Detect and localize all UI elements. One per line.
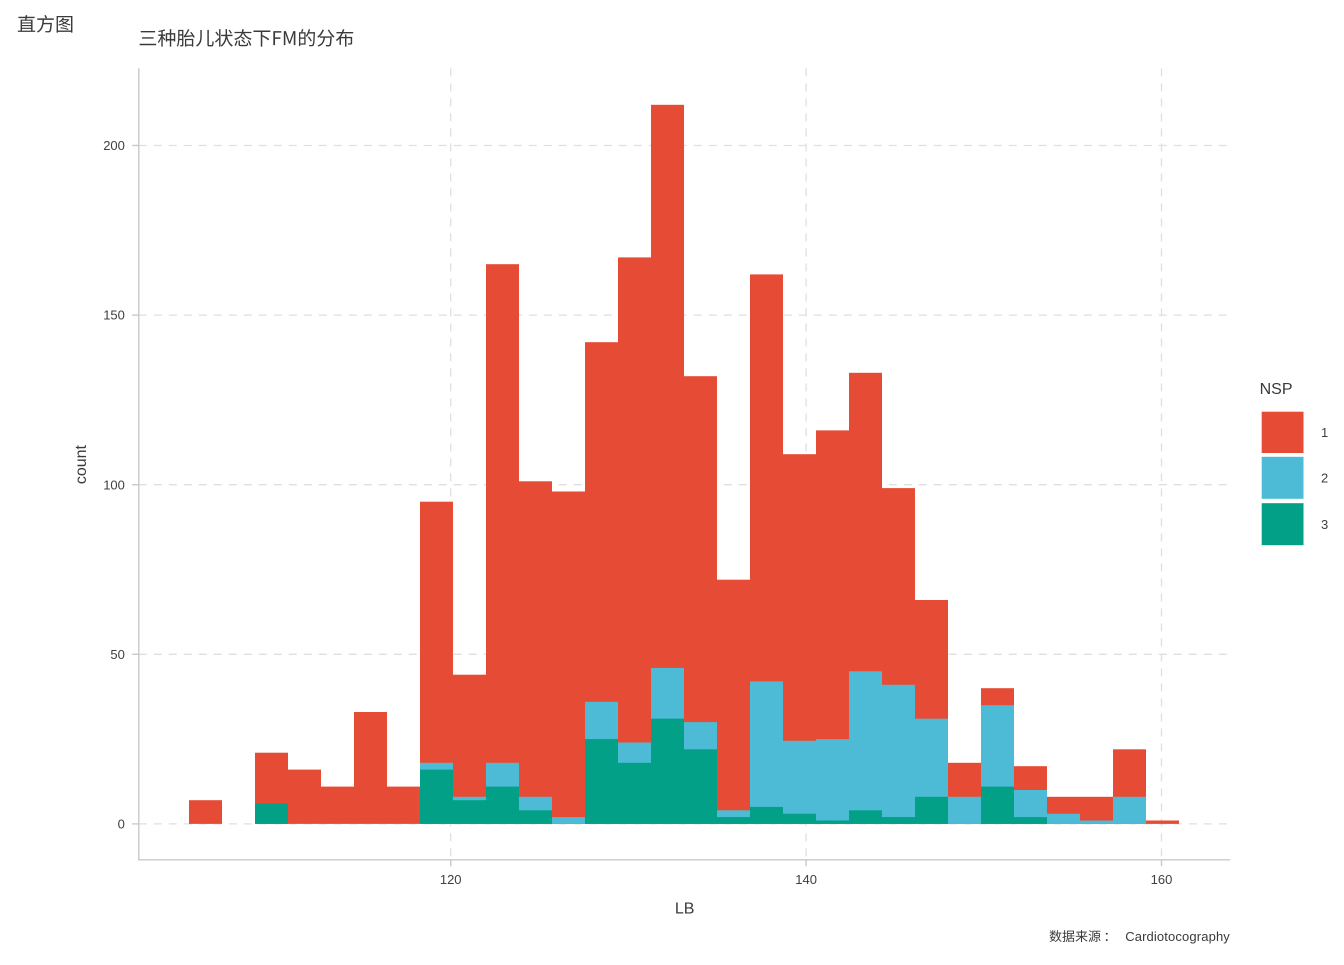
svg-text:50: 50	[110, 647, 124, 662]
svg-text:200: 200	[103, 138, 125, 153]
svg-text:120: 120	[440, 872, 462, 887]
svg-text:2: 2	[1321, 470, 1328, 485]
svg-text:100: 100	[103, 477, 125, 492]
svg-text:NSP: NSP	[1260, 381, 1293, 398]
svg-text:Cardiotocography: Cardiotocography	[1125, 929, 1230, 944]
svg-text:160: 160	[1151, 872, 1173, 887]
svg-text:count: count	[73, 444, 90, 484]
svg-text:1: 1	[1321, 425, 1328, 440]
svg-text:LB: LB	[675, 901, 695, 918]
svg-text:3: 3	[1321, 517, 1328, 532]
svg-text:140: 140	[795, 872, 817, 887]
svg-text:150: 150	[103, 308, 125, 323]
svg-text:0: 0	[118, 817, 125, 832]
